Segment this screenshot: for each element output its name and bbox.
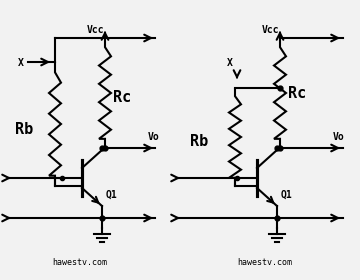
Text: Q1: Q1 [106,190,118,200]
Text: Rc: Rc [288,85,306,101]
Text: Rc: Rc [113,90,131,106]
Text: Rb: Rb [190,134,208,150]
Text: Rb: Rb [15,122,33,137]
Text: Q1: Q1 [281,190,293,200]
Text: Vo: Vo [148,132,160,142]
Text: Vcc: Vcc [87,25,105,35]
Text: Vo: Vo [333,132,345,142]
Text: X: X [18,58,24,68]
Text: Vcc: Vcc [262,25,280,35]
Text: hawestv.com: hawestv.com [238,258,292,267]
Text: X: X [227,58,233,68]
Text: hawestv.com: hawestv.com [53,258,108,267]
